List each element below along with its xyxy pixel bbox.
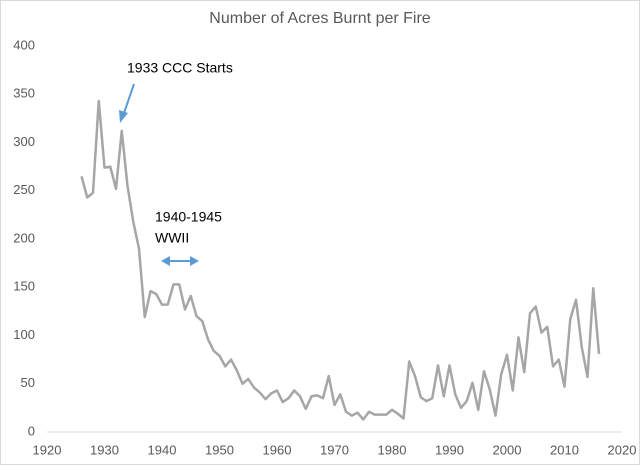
y-tick-label: 350 bbox=[13, 86, 35, 101]
data-line bbox=[80, 99, 601, 421]
x-tick-label: 1990 bbox=[435, 442, 464, 457]
y-tick-label: 200 bbox=[13, 230, 35, 245]
y-tick-label: 0 bbox=[28, 423, 35, 438]
y-tick-label: 150 bbox=[13, 279, 35, 294]
y-tick-label: 50 bbox=[21, 375, 35, 390]
x-tick-label: 1970 bbox=[320, 442, 349, 457]
x-tick-label: 2020 bbox=[608, 442, 637, 457]
x-tick-label: 1940 bbox=[148, 442, 177, 457]
x-tick-label: 1920 bbox=[33, 442, 62, 457]
arrows bbox=[119, 83, 199, 266]
y-tick-label: 300 bbox=[13, 134, 35, 149]
arrow-head bbox=[161, 256, 170, 266]
y-tick-label: 400 bbox=[13, 37, 35, 52]
x-tick-label: 1950 bbox=[205, 442, 234, 457]
x-tick-label: 1980 bbox=[378, 442, 407, 457]
arrow-head bbox=[119, 110, 128, 123]
arrow bbox=[123, 83, 135, 114]
annotation: 1940-1945 bbox=[155, 209, 222, 225]
arrow-head bbox=[190, 256, 199, 266]
chart-title: Number of Acres Burnt per Fire bbox=[209, 10, 431, 27]
y-tick-label: 100 bbox=[13, 327, 35, 342]
x-tick-label: 2010 bbox=[550, 442, 579, 457]
x-tick-label: 2000 bbox=[493, 442, 522, 457]
y-tick-label: 250 bbox=[13, 182, 35, 197]
annotation: WWII bbox=[155, 230, 189, 246]
annotation: 1933 CCC Starts bbox=[127, 60, 233, 76]
x-tick-label: 1930 bbox=[90, 442, 119, 457]
x-tick-label: 1960 bbox=[263, 442, 292, 457]
